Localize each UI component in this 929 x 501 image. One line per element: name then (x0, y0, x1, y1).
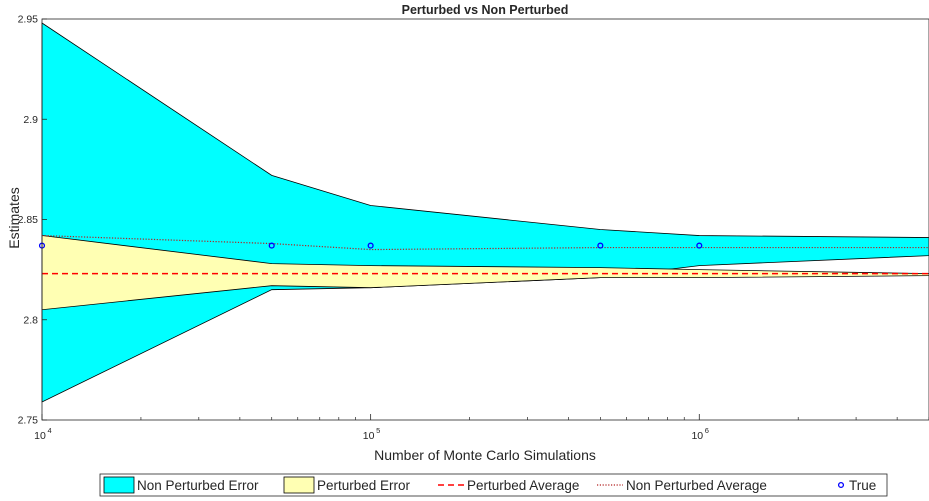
x-tick-label: 10 (34, 430, 46, 442)
y-axis: 2.75 2.8 2.85 2.9 2.95 (18, 14, 47, 427)
non-perturbed-error-band (41, 22, 929, 403)
x-axis-label: Number of Monte Carlo Simulations (374, 447, 596, 463)
y-tick-label: 2.85 (18, 214, 39, 226)
legend-label-perturbed-average: Perturbed Average (467, 478, 579, 493)
legend-label-perturbed-error: Perturbed Error (317, 478, 411, 493)
legend-swatch-true (837, 481, 845, 489)
y-axis-label: Estimates (6, 187, 22, 248)
x-tick-exponent: 4 (48, 426, 52, 435)
x-tick-label: 10 (363, 430, 375, 442)
legend-swatch-non-perturbed-error (103, 476, 135, 494)
x-tick-label: 10 (691, 430, 703, 442)
y-tick-label: 2.75 (18, 415, 39, 427)
error-bands (41, 22, 929, 403)
legend-label-non-perturbed-error: Non Perturbed Error (137, 478, 259, 493)
true-marker (268, 242, 275, 249)
true-marker (597, 242, 604, 249)
legend-label-true: True (849, 478, 876, 493)
chart-title: Perturbed vs Non Perturbed (402, 3, 569, 17)
average-lines (41, 234, 929, 275)
y-tick-label: 2.9 (23, 114, 38, 126)
y-tick-label: 2.95 (18, 14, 39, 26)
legend-swatch-perturbed-error (283, 476, 315, 494)
true-marker (367, 242, 374, 249)
x-tick-exponent: 5 (376, 426, 380, 435)
x-axis: 10 4 10 5 10 6 (34, 414, 929, 442)
legend-label-non-perturbed-average: Non Perturbed Average (626, 478, 767, 493)
non-perturbed-average-line (41, 234, 929, 251)
true-marker (696, 242, 703, 249)
legend: Non Perturbed Error Perturbed Error Pertur… (99, 473, 888, 497)
y-tick-label: 2.8 (23, 314, 38, 326)
perturbed-error-band (41, 235, 929, 311)
x-tick-exponent: 6 (705, 426, 709, 435)
